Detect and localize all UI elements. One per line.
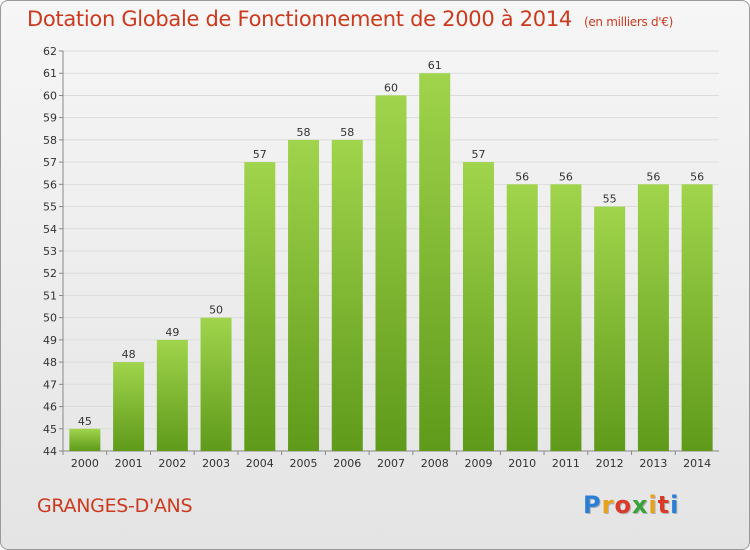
y-tick-label: 46	[43, 401, 57, 414]
bar	[156, 339, 188, 451]
y-tick-label: 57	[43, 156, 57, 169]
x-tick-label: 2010	[508, 457, 536, 470]
y-tick-label: 45	[43, 423, 57, 436]
bar	[419, 73, 451, 451]
data-label: 56	[515, 170, 529, 183]
chart-unit: (en milliers d'€)	[583, 15, 673, 29]
bars	[69, 73, 713, 452]
y-tick-label: 56	[43, 178, 57, 191]
commune-name: GRANGES-D'ANS	[37, 495, 193, 517]
y-tick-label: 58	[43, 134, 57, 147]
y-tick-label: 54	[43, 223, 57, 236]
y-tick-label: 62	[43, 45, 57, 58]
data-label: 56	[646, 170, 660, 183]
bar	[288, 139, 320, 451]
y-tick-label: 55	[43, 201, 57, 214]
y-tick-label: 44	[43, 445, 57, 458]
logo-letter: x	[631, 491, 649, 519]
data-label: 56	[559, 170, 573, 183]
bar	[375, 95, 407, 451]
bar	[637, 184, 669, 452]
data-label: 55	[603, 193, 617, 206]
data-label: 57	[471, 148, 485, 161]
logo-letter: P	[583, 491, 602, 519]
x-tick-label: 2011	[552, 457, 580, 470]
logo-letter: o	[614, 491, 632, 519]
logo-letter: i	[670, 491, 680, 519]
x-tick-label: 2003	[202, 457, 230, 470]
x-tick-label: 2013	[639, 457, 667, 470]
bar	[594, 206, 626, 451]
data-label: 56	[690, 170, 704, 183]
bar	[506, 184, 538, 452]
x-tick-label: 2001	[115, 457, 143, 470]
data-label: 48	[122, 348, 136, 361]
bar	[244, 162, 276, 451]
y-tick-label: 61	[43, 67, 57, 80]
chart-title: Dotation Globale de Fonctionnement de 20…	[27, 7, 673, 31]
y-tick-label: 50	[43, 312, 57, 325]
x-tick-label: 2000	[71, 457, 99, 470]
logo-letter: t	[657, 491, 671, 519]
x-tick-label: 2006	[333, 457, 361, 470]
data-label: 57	[253, 148, 267, 161]
logo-letter: i	[648, 491, 658, 519]
bar	[113, 362, 145, 451]
y-tick-label: 53	[43, 245, 57, 258]
bar	[200, 317, 232, 451]
x-tick-label: 2002	[158, 457, 186, 470]
data-label: 50	[209, 304, 223, 317]
data-label: 58	[340, 126, 354, 139]
x-tick-label: 2005	[290, 457, 318, 470]
x-tick-label: 2004	[246, 457, 274, 470]
data-label: 58	[297, 126, 311, 139]
labels: 44 45 46 47 48 49 50 51 52 53 54 55 56 57 58 59 60 61 62 45…	[43, 45, 711, 470]
x-tick-label: 2009	[464, 457, 492, 470]
bar	[681, 184, 713, 452]
bar	[69, 428, 101, 451]
bar	[331, 139, 363, 451]
chart-title-text: Dotation Globale de Fonctionnement de 20…	[27, 7, 572, 31]
y-tick-label: 52	[43, 267, 57, 280]
data-label: 49	[165, 326, 179, 339]
y-tick-label: 47	[43, 378, 57, 391]
bar	[550, 184, 582, 452]
y-tick-label: 48	[43, 356, 57, 369]
bar	[462, 162, 494, 451]
y-tick-label: 49	[43, 334, 57, 347]
y-tick-label: 51	[43, 289, 57, 302]
data-label: 60	[384, 81, 398, 94]
proxiti-logo: Proxiti	[583, 491, 679, 519]
y-tick-label: 59	[43, 112, 57, 125]
x-tick-label: 2008	[421, 457, 449, 470]
logo-letter: r	[601, 491, 615, 519]
x-tick-label: 2007	[377, 457, 405, 470]
data-label: 61	[428, 59, 442, 72]
y-tick-label: 60	[43, 89, 57, 102]
x-tick-label: 2012	[596, 457, 624, 470]
data-label: 45	[78, 415, 92, 428]
x-tick-label: 2014	[683, 457, 711, 470]
